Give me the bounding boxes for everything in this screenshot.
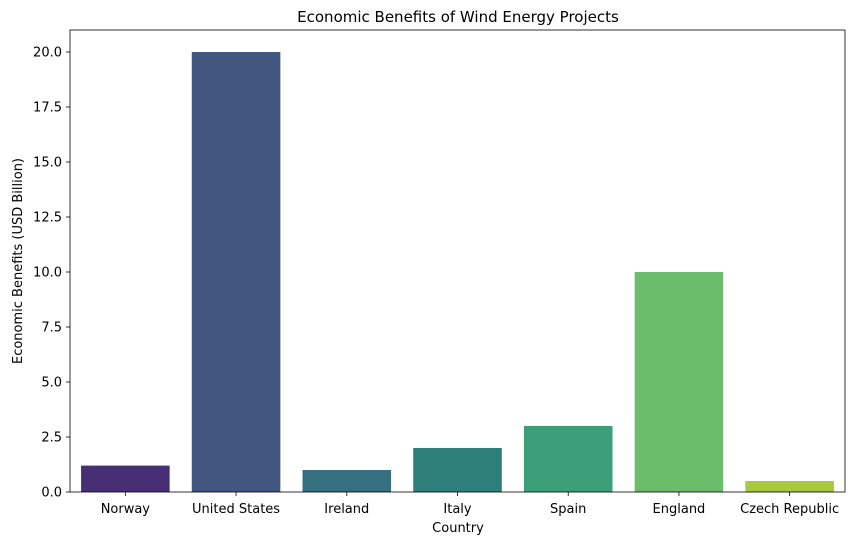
y-tick-label: 20.0 (33, 46, 62, 61)
x-tick-label-italy: Italy (443, 502, 472, 517)
x-tick-label-united-states: United States (192, 502, 280, 517)
x-tick-label-norway: Norway (101, 502, 151, 517)
x-tick-label-england: England (653, 502, 706, 517)
bars-group (81, 52, 834, 492)
chart-title: Economic Benefits of Wind Energy Project… (297, 8, 619, 26)
y-tick-label: 7.5 (41, 321, 62, 336)
x-tick-label-ireland: Ireland (324, 502, 369, 517)
bar-czech-republic (745, 481, 834, 492)
bar-ireland (302, 470, 392, 492)
y-tick-label: 12.5 (33, 211, 62, 226)
x-tick-label-spain: Spain (550, 502, 586, 517)
y-axis-ticks: 0.0 2.5 5.0 7.5 10.0 12.5 15.0 17.5 20.0 (33, 46, 70, 501)
x-tick-label-czech-republic: Czech Republic (740, 502, 839, 517)
y-tick-label: 15.0 (33, 156, 62, 171)
y-axis-label: Economic Benefits (USD Billion) (11, 158, 26, 364)
bar-spain (523, 426, 613, 492)
x-axis-ticks: Norway United States Ireland Italy Spain Engl… (101, 492, 839, 517)
plot-border (69, 29, 846, 493)
y-tick-label: 5.0 (41, 376, 62, 391)
x-axis-label: Country (432, 521, 484, 536)
y-tick-label: 10.0 (33, 266, 62, 281)
y-tick-label: 0.0 (41, 486, 62, 501)
bar-united-states (191, 52, 281, 492)
bar-italy (413, 448, 502, 492)
plot-frame (69, 29, 846, 493)
bar-norway (81, 465, 170, 492)
bar-england (634, 272, 724, 492)
y-tick-label: 17.5 (33, 101, 62, 116)
y-tick-label: 2.5 (41, 431, 62, 446)
